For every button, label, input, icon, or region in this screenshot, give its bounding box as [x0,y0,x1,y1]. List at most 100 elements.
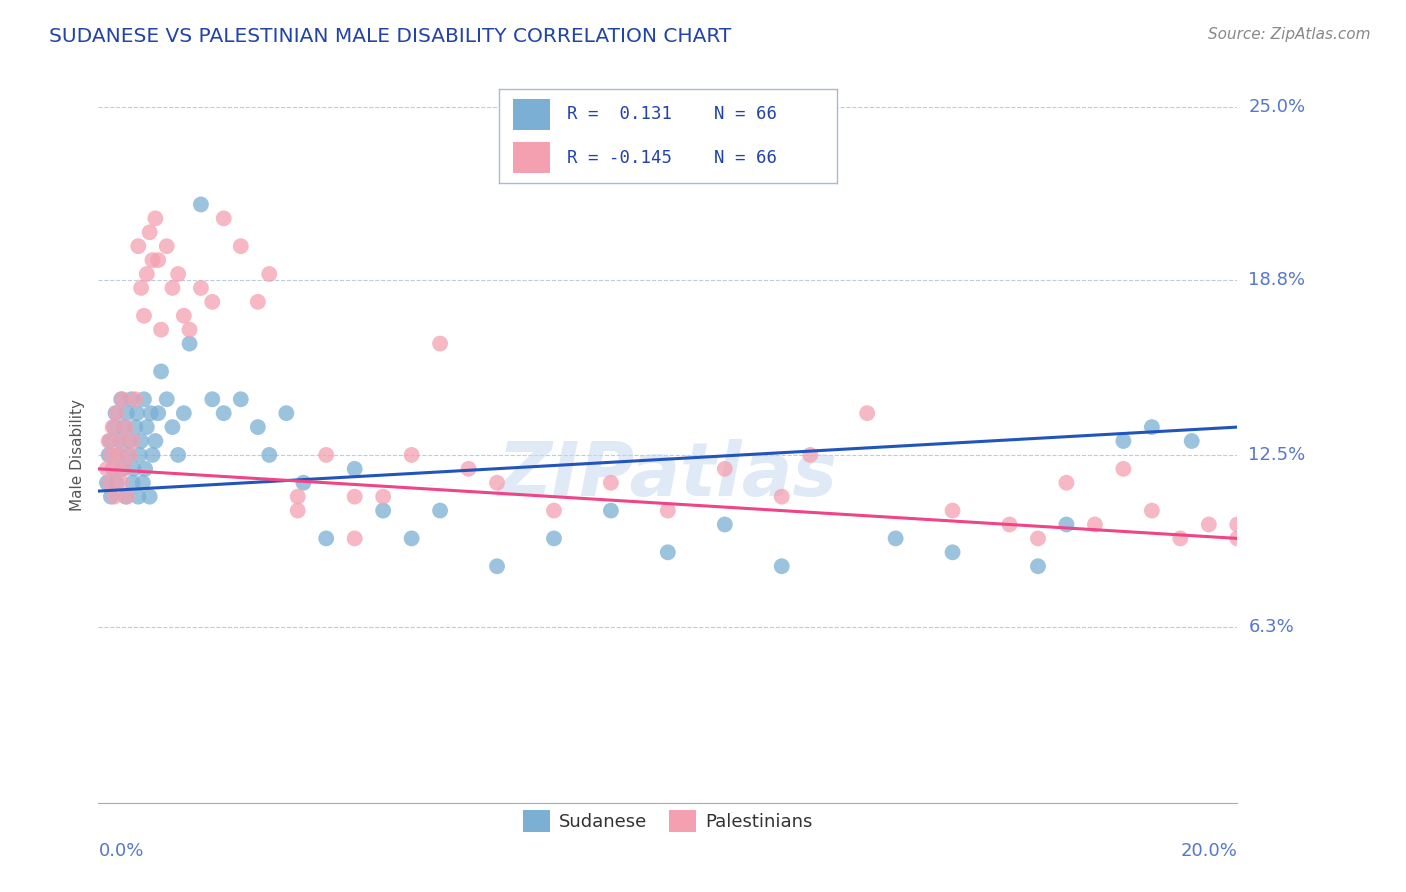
Point [138,225,160,239]
Point [96,462,118,476]
Point [1226,532,1249,546]
Point [201,392,224,407]
Point [114,420,136,434]
Point [287,490,309,504]
Point [138,490,160,504]
Point [97,434,120,448]
Point [292,475,315,490]
Text: R = -0.145    N = 66: R = -0.145 N = 66 [567,149,776,167]
Point [173,309,195,323]
Point [98,475,121,490]
Point [145,434,167,448]
Point [1026,532,1049,546]
Point [110,475,132,490]
Point [315,532,337,546]
Point [129,434,152,448]
Point [401,532,423,546]
Point [139,406,162,420]
Point [148,406,170,420]
Point [486,475,509,490]
Point [104,406,127,420]
Point [114,490,136,504]
Point [212,406,235,420]
Text: 25.0%: 25.0% [1249,98,1306,116]
Point [1084,517,1107,532]
Legend: Sudanese, Palestinians: Sudanese, Palestinians [516,803,820,839]
Point [96,475,118,490]
Point [770,559,793,574]
Text: R =  0.131    N = 66: R = 0.131 N = 66 [567,105,776,123]
Point [942,503,965,517]
Point [1198,517,1220,532]
Text: 0.0%: 0.0% [98,842,143,860]
Point [201,294,224,309]
Point [117,448,139,462]
Point [799,448,821,462]
Point [246,294,269,309]
Point [104,462,127,476]
Point [129,281,152,295]
Point [132,475,155,490]
Point [127,406,149,420]
Point [120,392,142,407]
Point [315,448,337,462]
Point [167,267,190,281]
Point [343,490,366,504]
Point [101,420,124,434]
Point [543,503,565,517]
Text: Source: ZipAtlas.com: Source: ZipAtlas.com [1208,27,1371,42]
Point [162,281,184,295]
Point [429,503,451,517]
Point [276,406,298,420]
Point [128,448,150,462]
Point [141,253,163,268]
Point [1140,503,1163,517]
Point [107,448,129,462]
Point [98,434,121,448]
Point [1181,434,1204,448]
Point [259,267,281,281]
Point [856,406,879,420]
Point [212,211,235,226]
Point [1170,532,1192,546]
Point [100,448,122,462]
Point [457,462,479,476]
Point [145,211,167,226]
Point [112,462,135,476]
Point [111,462,134,476]
Point [105,406,128,420]
Point [190,281,212,295]
Point [259,448,281,462]
Bar [513,98,550,130]
Point [112,420,135,434]
Point [714,517,737,532]
Point [118,448,141,462]
Point [600,475,623,490]
Point [121,434,143,448]
Point [150,323,173,337]
Point [942,545,965,559]
Point [179,323,201,337]
Point [107,448,129,462]
Point [998,517,1021,532]
Point [127,239,149,253]
Point [1226,517,1249,532]
Point [97,448,120,462]
Point [103,490,125,504]
Point [1026,559,1049,574]
Point [127,490,149,504]
Point [162,420,184,434]
Point [173,406,195,420]
Point [246,420,269,434]
Y-axis label: Male Disability: Male Disability [69,399,84,511]
Bar [513,142,550,173]
Point [132,392,155,407]
Point [770,490,793,504]
Point [122,462,145,476]
Point [229,392,252,407]
Point [1112,434,1135,448]
Point [135,420,157,434]
Point [229,239,252,253]
Point [115,490,138,504]
Point [179,336,201,351]
